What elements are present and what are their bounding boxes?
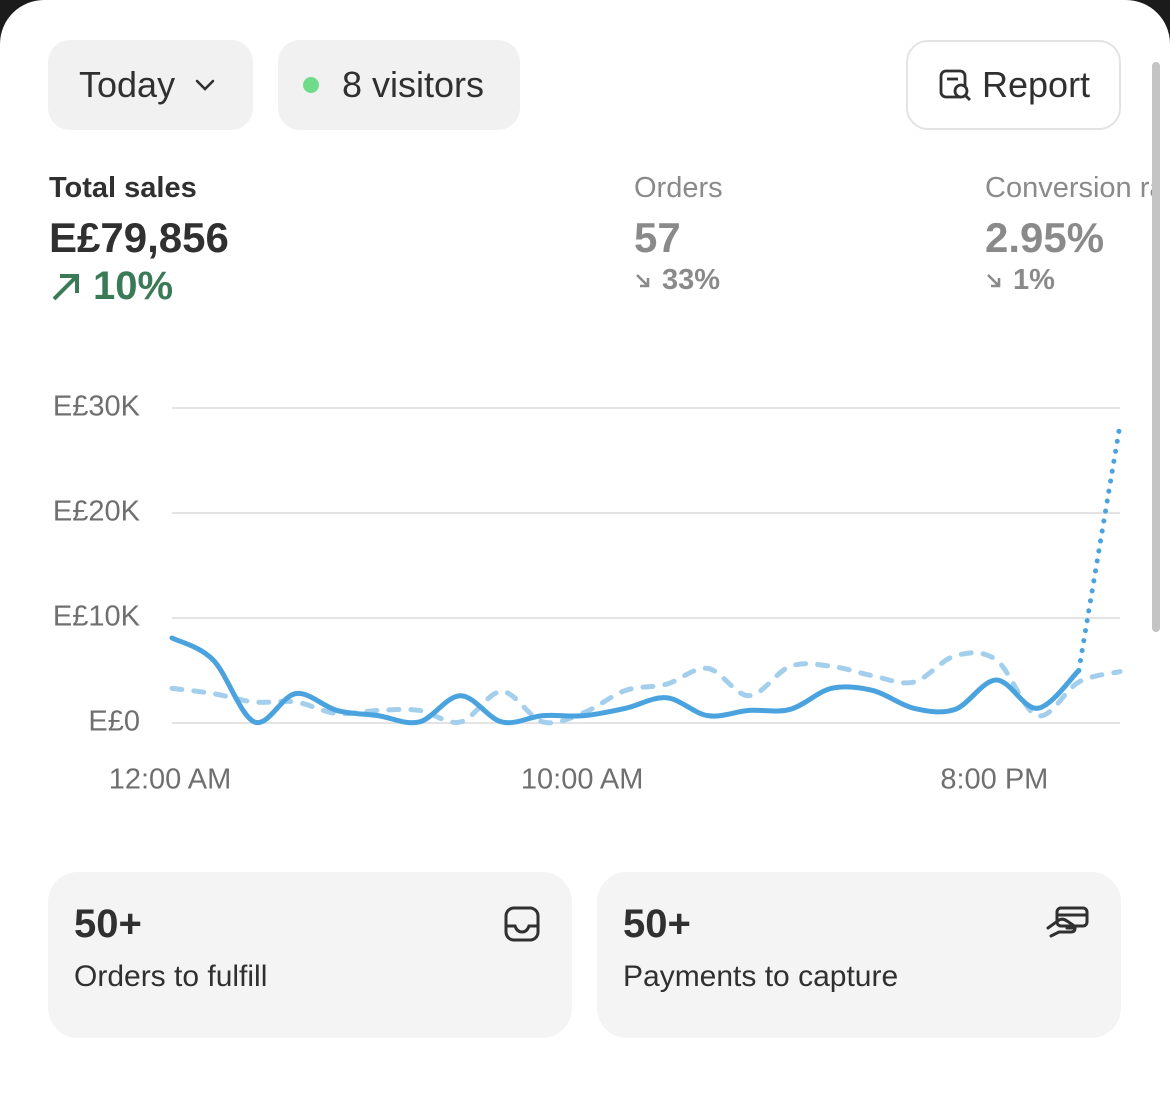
- metric-change-value: 1%: [1013, 264, 1055, 296]
- metric-change-value: 33%: [662, 264, 721, 296]
- inbox-icon: [504, 906, 540, 942]
- card-label: Payments to capture: [623, 960, 899, 993]
- payment-icon: [1046, 906, 1089, 938]
- x-tick-label: 8:00 PM: [940, 764, 1048, 796]
- sales-chart: E£0 E£10K E£20K E£30K 12:00 AM 10:00 AM 8:00 P…: [53, 391, 1123, 796]
- y-tick-label: E£0: [88, 706, 140, 738]
- visitors-button[interactable]: 8 visitors: [278, 40, 520, 130]
- metric-value: 57: [634, 214, 681, 261]
- metric-label: Conversion rate: [985, 172, 1160, 204]
- scrollbar: [1152, 62, 1160, 632]
- card-count: 50+: [623, 902, 691, 946]
- y-tick-label: E£10K: [53, 601, 141, 633]
- metric-orders[interactable]: Orders 57 33%: [634, 172, 723, 297]
- y-tick-label: E£30K: [53, 391, 141, 423]
- metric-label: Total sales: [49, 172, 197, 204]
- x-tick-label: 10:00 AM: [521, 764, 644, 796]
- report-button[interactable]: Report: [906, 40, 1121, 130]
- metric-change: 33%: [634, 264, 723, 297]
- chevron-icon: [195, 79, 215, 91]
- payments-card[interactable]: 50+ Payments to capture: [597, 872, 1121, 1038]
- down-arrow: [987, 273, 1001, 287]
- up-arrow: [52, 273, 79, 300]
- x-tick-label: 12:00 AM: [109, 764, 232, 796]
- date-label: Today: [79, 64, 176, 105]
- orders-card[interactable]: 50+ Orders to fulfill: [48, 872, 572, 1038]
- metric-conversion[interactable]: Conversion rate 2.95% 1%: [985, 172, 1160, 297]
- current-line: [169, 635, 1082, 726]
- metric-change: 1%: [985, 264, 1160, 297]
- metric-total-sales[interactable]: Total sales E£79,856 10%: [49, 172, 229, 309]
- metric-label: Orders: [634, 172, 723, 204]
- metric-change: 10%: [49, 264, 229, 309]
- date-button[interactable]: Today: [48, 40, 253, 130]
- metric-value: 2.95%: [985, 214, 1105, 261]
- current-line-partial: [1076, 422, 1123, 673]
- y-tick-label: E£20K: [53, 496, 141, 528]
- card-label: Orders to fulfill: [74, 960, 268, 993]
- live-dot: [303, 77, 319, 93]
- comparison-line: [169, 650, 1123, 726]
- card-count: 50+: [74, 902, 142, 946]
- visitors-label: 8 visitors: [342, 64, 485, 105]
- report-label: Report: [982, 64, 1091, 105]
- metric-change-value: 10%: [93, 264, 174, 308]
- down-arrow: [636, 273, 650, 287]
- metric-value: E£79,856: [49, 214, 229, 261]
- report-icon: [939, 69, 971, 101]
